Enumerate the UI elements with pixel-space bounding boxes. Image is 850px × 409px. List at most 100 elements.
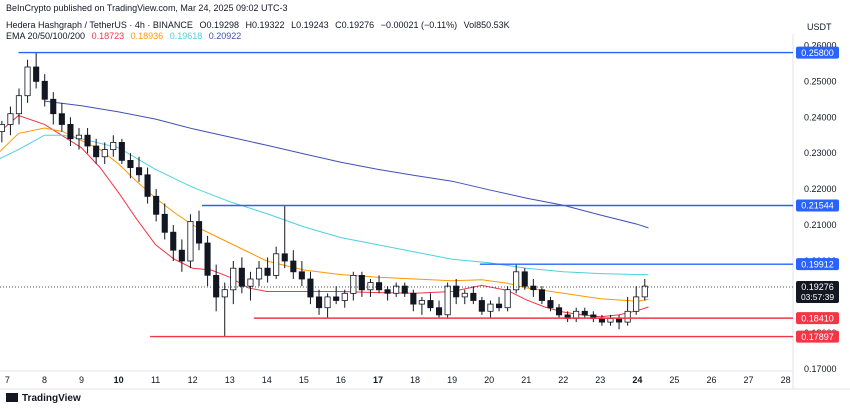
low-label: L (291, 20, 297, 30)
candle-body[interactable] (110, 141, 117, 150)
candle-body[interactable] (418, 300, 425, 305)
candle-body[interactable] (556, 307, 563, 316)
candle-body[interactable] (641, 285, 648, 298)
candle-body[interactable] (170, 231, 177, 251)
candle-body[interactable] (84, 134, 91, 147)
brand-name: TradingView (22, 393, 81, 404)
candle-body[interactable] (367, 282, 374, 291)
candle-body[interactable] (75, 134, 83, 140)
candle-body[interactable] (153, 195, 160, 215)
candle-body[interactable] (470, 292, 477, 301)
candle-body[interactable] (504, 289, 511, 309)
candle-body[interactable] (341, 292, 348, 301)
candle-body[interactable] (513, 271, 520, 291)
candle-body[interactable] (50, 98, 57, 115)
candle-body[interactable] (213, 274, 220, 298)
candle-body[interactable] (144, 174, 151, 197)
candle-body[interactable] (435, 307, 443, 316)
candle-body[interactable] (495, 303, 503, 309)
current-price-badge (796, 281, 839, 304)
candle-body[interactable] (204, 242, 211, 276)
candle-countdown: 03:57:39 (801, 292, 834, 302)
candle-body[interactable] (333, 296, 340, 301)
candle-body[interactable] (41, 80, 48, 100)
low-value: 0.19243 (296, 20, 329, 30)
candle-body[interactable] (616, 318, 623, 323)
candle-body[interactable] (453, 285, 460, 298)
time-tick-label: 25 (669, 375, 679, 385)
candle-body[interactable] (273, 253, 280, 276)
candle-body[interactable] (247, 278, 254, 287)
candle-body[interactable] (358, 274, 365, 291)
price-tick-label: 0.23000 (804, 148, 837, 158)
time-tick-label: 12 (188, 375, 198, 385)
candle-body[interactable] (401, 285, 408, 294)
time-tick-label: 15 (299, 375, 309, 385)
candle-body[interactable] (135, 167, 143, 176)
candle-body[interactable] (607, 318, 614, 323)
volume-label: Vol (463, 20, 477, 30)
candle-body[interactable] (598, 318, 605, 323)
candle-body[interactable] (633, 296, 640, 312)
candle-body[interactable] (264, 267, 271, 276)
candle-body[interactable] (581, 310, 588, 316)
candle-body[interactable] (33, 66, 40, 82)
candle-body[interactable] (427, 300, 434, 309)
candle-body[interactable] (7, 113, 14, 125)
candle-body[interactable] (221, 289, 228, 298)
candle-body[interactable] (195, 221, 203, 244)
level-price-badge (796, 258, 839, 271)
volume-value: 850.53K (476, 20, 510, 30)
tradingview-logo[interactable]: TradingView (6, 393, 81, 404)
candle-body[interactable] (478, 300, 485, 312)
candle-body[interactable] (290, 260, 297, 273)
candle-body[interactable] (624, 310, 631, 323)
candle-body[interactable] (24, 66, 31, 97)
candle-body[interactable] (15, 95, 22, 115)
candle-body[interactable] (521, 271, 528, 287)
candle-body[interactable] (238, 267, 245, 287)
candle-body[interactable] (255, 267, 263, 280)
change-value: −0.00021 (−0.11%) (380, 20, 458, 30)
candle-body[interactable] (324, 296, 331, 309)
candle-body[interactable] (230, 267, 237, 291)
candle-body[interactable] (315, 296, 323, 309)
candle-body[interactable] (538, 289, 545, 301)
candle-body[interactable] (444, 285, 451, 316)
candle-body[interactable] (393, 285, 400, 294)
candle-body[interactable] (547, 300, 554, 309)
candle-body[interactable] (281, 253, 288, 262)
symbol-name[interactable]: Hedera Hashgraph / TetherUS · 4h · BINAN… (6, 20, 193, 30)
candle-body[interactable] (101, 149, 108, 158)
time-tick-label: 27 (744, 375, 754, 385)
ema-legend: EMA 20/50/100/200 0.18723 0.18936 0.1961… (6, 31, 241, 41)
footer: TradingView (0, 389, 850, 409)
level-price-label: 0.18410 (801, 313, 834, 323)
candle-body[interactable] (0, 124, 5, 133)
price-tick-label: 0.22000 (804, 184, 837, 194)
candle-body[interactable] (93, 145, 100, 158)
candle-body[interactable] (530, 285, 537, 291)
level-price-badge (796, 199, 839, 212)
price-tick-label: 0.26000 (804, 40, 837, 50)
candle-body[interactable] (410, 292, 417, 305)
candle-body[interactable] (161, 213, 168, 233)
candle-body[interactable] (127, 159, 134, 168)
candle-body[interactable] (461, 292, 468, 298)
price-tick-label: 0.25000 (804, 76, 837, 86)
candle-body[interactable] (118, 141, 125, 161)
candle-body[interactable] (487, 303, 494, 312)
candle-body[interactable] (573, 310, 580, 319)
candle-body[interactable] (67, 124, 74, 140)
ema-title[interactable]: EMA 20/50/100/200 (6, 31, 86, 41)
candle-body[interactable] (298, 271, 305, 280)
candle-body[interactable] (384, 289, 391, 294)
candle-body[interactable] (58, 113, 65, 125)
candle-body[interactable] (178, 249, 185, 262)
candle-body[interactable] (350, 274, 357, 294)
candle-body[interactable] (187, 221, 194, 262)
candle-body[interactable] (375, 282, 383, 291)
candle-body[interactable] (307, 278, 314, 298)
time-tick-label: 26 (706, 375, 716, 385)
